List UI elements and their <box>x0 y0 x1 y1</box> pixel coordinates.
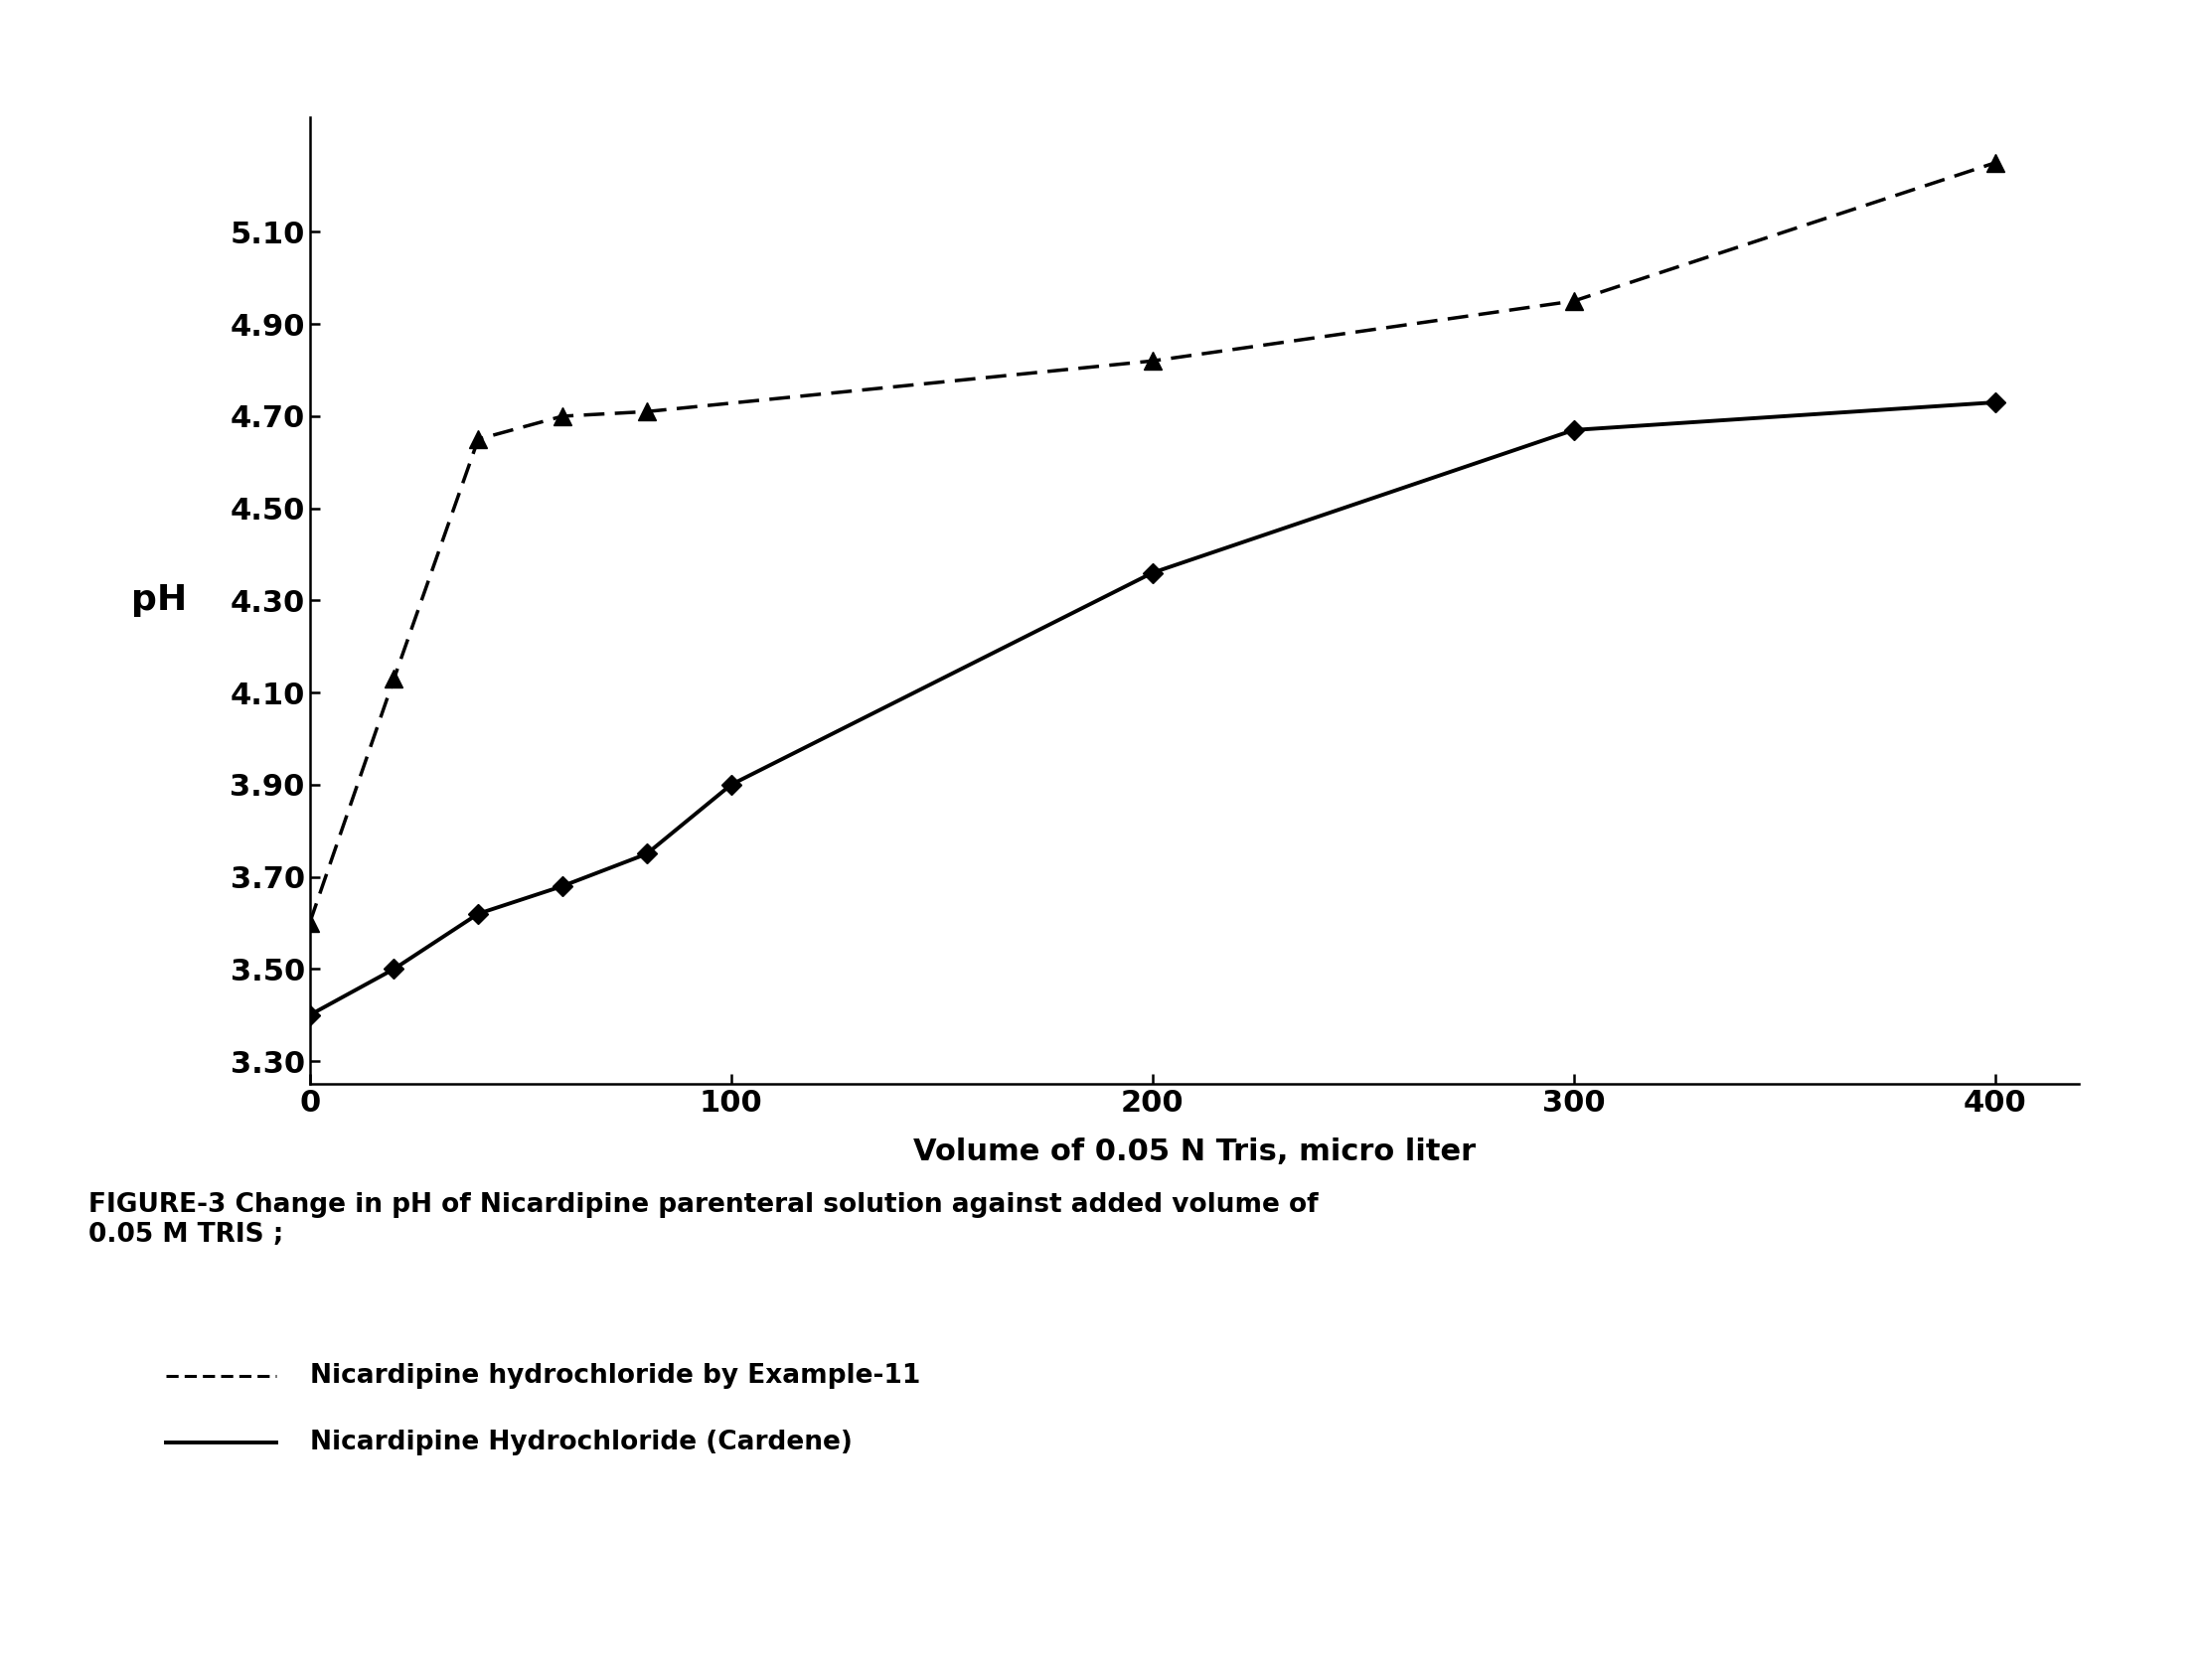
Text: pH: pH <box>131 584 188 617</box>
Text: Nicardipine hydrochloride by Example-11: Nicardipine hydrochloride by Example-11 <box>310 1363 920 1389</box>
Text: FIGURE-3 Change in pH of Nicardipine parenteral solution against added volume of: FIGURE-3 Change in pH of Nicardipine par… <box>88 1193 1318 1248</box>
X-axis label: Volume of 0.05 N Tris, micro liter: Volume of 0.05 N Tris, micro liter <box>914 1138 1475 1166</box>
Text: Nicardipine Hydrochloride (Cardene): Nicardipine Hydrochloride (Cardene) <box>310 1429 852 1456</box>
